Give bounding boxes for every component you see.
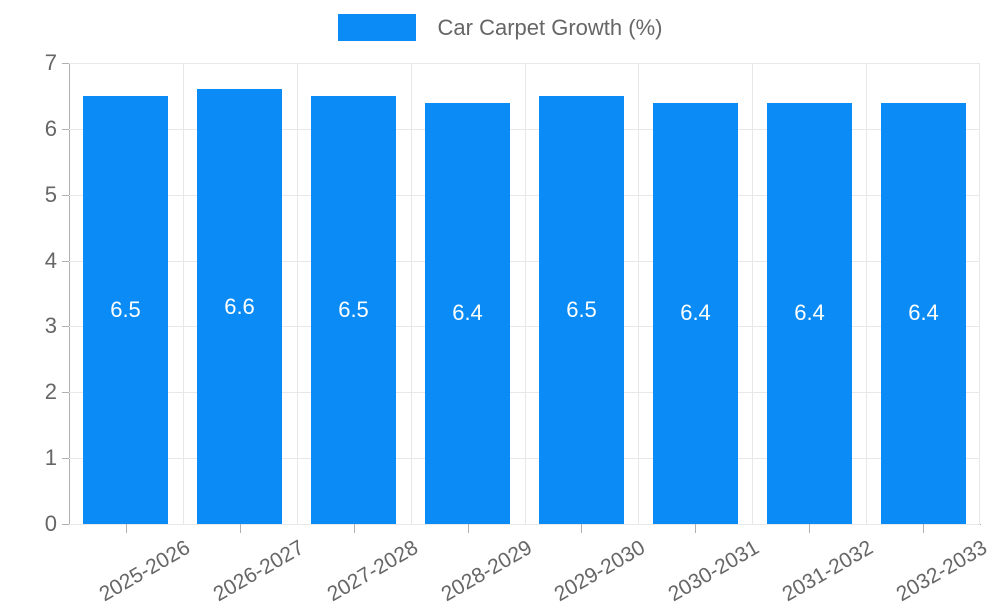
gridline-vertical: [411, 63, 412, 524]
y-axis-line: [69, 63, 70, 525]
chart-legend: Car Carpet Growth (%): [0, 14, 1000, 41]
y-axis-tick-mark: [62, 326, 69, 327]
y-axis-tick-mark: [62, 458, 69, 459]
x-axis-tick-mark: [126, 524, 127, 533]
y-axis-tick-label: 2: [44, 379, 57, 405]
x-axis-tick-mark: [468, 524, 469, 533]
bar[interactable]: [83, 96, 168, 524]
y-axis-tick-mark: [62, 261, 69, 262]
bar[interactable]: [311, 96, 396, 524]
x-axis-tick-mark: [240, 524, 241, 533]
y-axis-tick-label: 5: [44, 181, 57, 207]
x-axis-tick-mark: [581, 524, 582, 533]
y-axis-tick-label: 3: [44, 313, 57, 339]
legend-label-car-carpet-growth[interactable]: Car Carpet Growth (%): [437, 15, 663, 40]
gridline-horizontal: [69, 195, 980, 196]
gridline-horizontal: [69, 326, 980, 327]
gridline-horizontal: [69, 129, 980, 130]
gridline-horizontal: [69, 392, 980, 393]
legend-swatch-car-carpet-growth[interactable]: [337, 14, 416, 41]
bar[interactable]: [197, 89, 282, 524]
y-axis-tick-mark: [62, 129, 69, 130]
gridline-horizontal: [69, 261, 980, 262]
y-axis-tick-mark: [62, 524, 69, 525]
y-axis-tick-label: 0: [44, 511, 57, 536]
gridline-horizontal: [69, 524, 980, 525]
x-axis-tick-mark: [695, 524, 696, 533]
y-axis-tick-label: 1: [44, 445, 57, 471]
bar[interactable]: [425, 103, 510, 524]
y-axis-tick-label: 6: [44, 115, 57, 141]
bar[interactable]: [539, 96, 624, 524]
gridline-horizontal: [69, 63, 980, 64]
x-axis-tick-mark: [809, 524, 810, 533]
gridline-vertical: [183, 63, 184, 524]
y-axis-tick-label: 4: [44, 247, 57, 273]
y-axis-tick-mark: [62, 195, 69, 196]
gridline-vertical: [866, 63, 867, 524]
y-axis-tick-mark: [62, 63, 69, 64]
x-axis-tick-mark: [923, 524, 924, 533]
bar[interactable]: [881, 103, 966, 524]
gridline-vertical: [525, 63, 526, 524]
y-axis-tick-mark: [62, 392, 69, 393]
gridline-horizontal: [69, 458, 980, 459]
gridline-vertical: [752, 63, 753, 524]
y-axis-tick-label: 7: [44, 50, 57, 75]
x-axis-tick-mark: [354, 524, 355, 533]
gridline-vertical: [638, 63, 639, 524]
bar[interactable]: [767, 103, 852, 524]
gridline-vertical: [297, 63, 298, 524]
bar[interactable]: [653, 103, 738, 524]
